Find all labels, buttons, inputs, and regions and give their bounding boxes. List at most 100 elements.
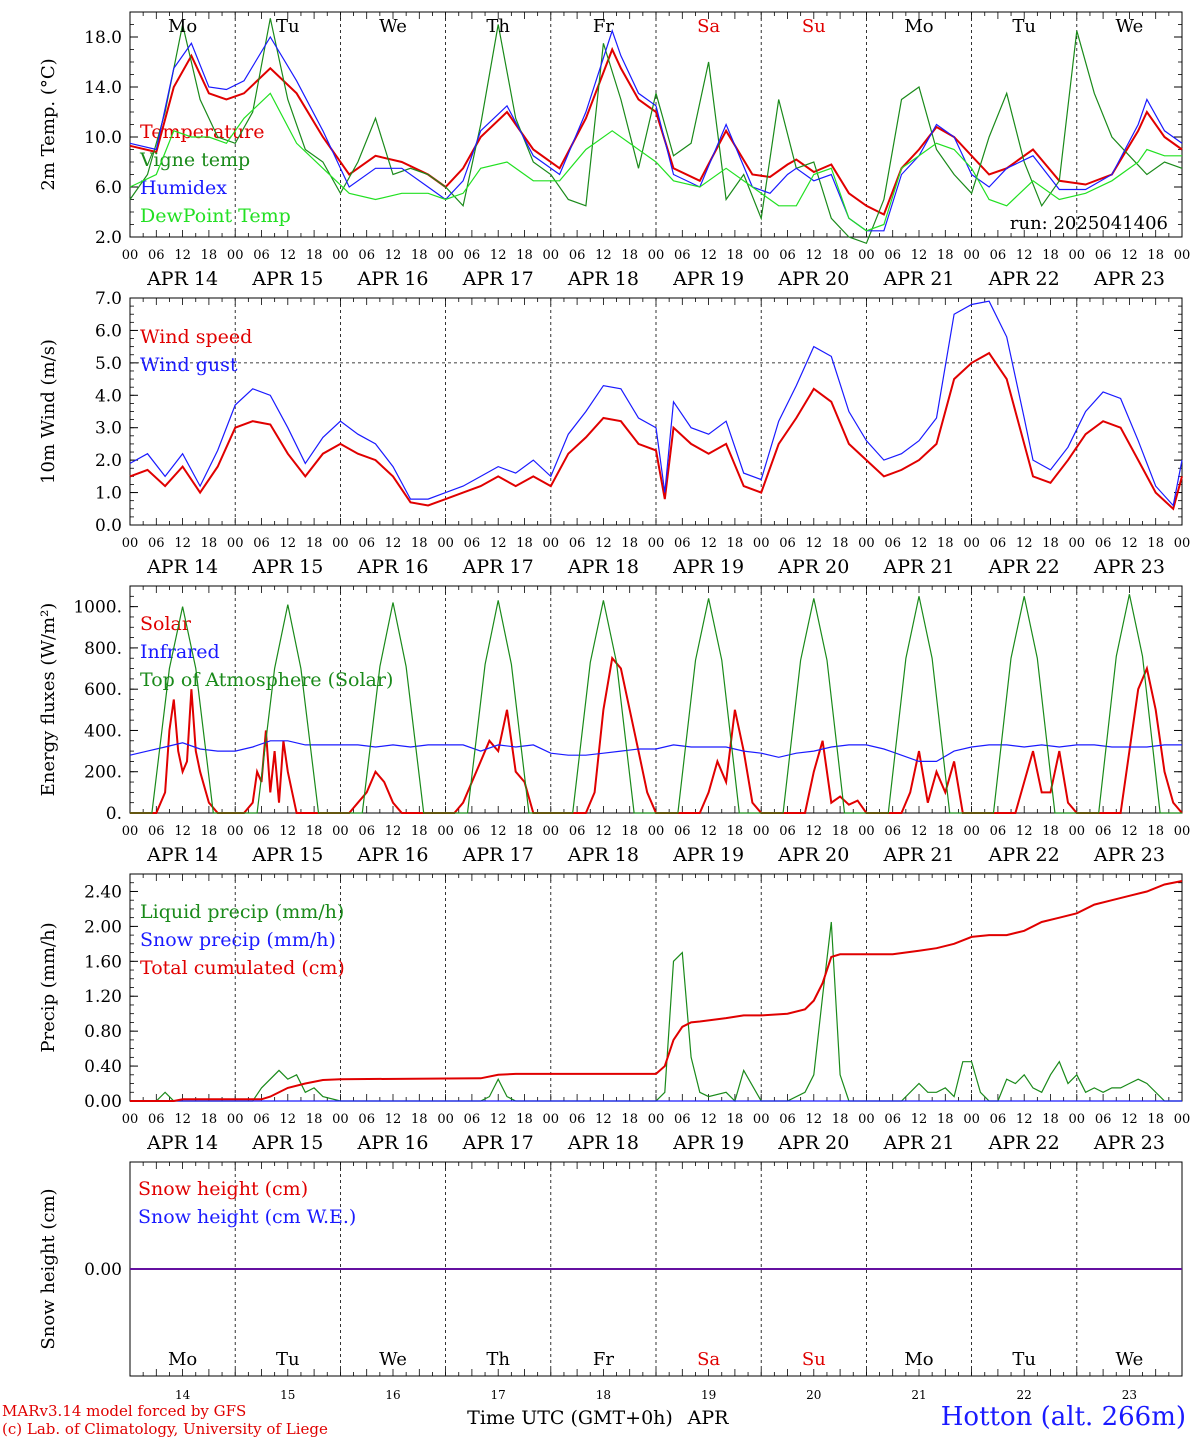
date-label: APR 16	[356, 556, 428, 578]
hour-tick-label: 18	[516, 824, 533, 839]
weekday-label-bottom: Su	[802, 1349, 826, 1370]
legend-entry: Total cumulated (cm)	[140, 957, 345, 979]
hour-tick-label: 12	[1016, 536, 1033, 551]
date-label: APR 23	[1093, 268, 1165, 290]
hour-tick-label: 00	[1069, 824, 1086, 839]
hour-tick-label: 00	[122, 824, 139, 839]
hour-tick-label: 12	[280, 824, 297, 839]
y-tick-label: 800.	[84, 639, 122, 659]
y-tick-label: 14.0	[84, 78, 122, 98]
hour-tick-label: 12	[1016, 824, 1033, 839]
hour-tick-label: 06	[990, 824, 1007, 839]
y-tick-label: 400.	[84, 721, 122, 741]
day-number-label: 22	[1017, 1388, 1032, 1402]
hour-tick-label: 12	[385, 824, 402, 839]
y-axis-label: 10m Wind (m/s)	[38, 339, 59, 484]
date-label: APR 23	[1093, 1132, 1165, 1154]
hour-tick-label: 00	[963, 1112, 980, 1127]
hour-tick-label: 12	[385, 248, 402, 263]
y-tick-label: 4.0	[95, 386, 122, 406]
hour-tick-label: 00	[963, 824, 980, 839]
hour-tick-label: 06	[148, 536, 165, 551]
hour-tick-label: 18	[727, 1112, 744, 1127]
day-number-label: 19	[701, 1388, 716, 1402]
hour-tick-label: 18	[621, 536, 638, 551]
day-number-label: 20	[806, 1388, 821, 1402]
weekday-label-top: Su	[802, 16, 826, 37]
hour-tick-label: 18	[516, 1112, 533, 1127]
hour-tick-label: 06	[569, 824, 586, 839]
hour-tick-label: 12	[911, 1112, 928, 1127]
y-tick-label: 1.0	[95, 484, 122, 504]
hour-tick-label: 12	[385, 536, 402, 551]
date-label: APR 19	[672, 268, 744, 290]
x-axis-title: Time UTC (GMT+0h)	[467, 1407, 673, 1429]
hour-tick-label: 06	[674, 824, 691, 839]
y-tick-label: 2.40	[84, 882, 122, 902]
hour-tick-label: 18	[516, 536, 533, 551]
hour-tick-label: 12	[911, 248, 928, 263]
hour-tick-label: 00	[963, 248, 980, 263]
date-label: APR 21	[882, 1132, 954, 1154]
hour-tick-label: 06	[1095, 824, 1112, 839]
date-label: APR 17	[462, 268, 534, 290]
hour-tick-label: 00	[543, 824, 560, 839]
hour-tick-label: 12	[911, 824, 928, 839]
hour-tick-label: 00	[332, 536, 349, 551]
hour-tick-label: 00	[1069, 1112, 1086, 1127]
hour-tick-label: 00	[1069, 248, 1086, 263]
hour-tick-label: 06	[884, 536, 901, 551]
date-label: APR 22	[988, 844, 1060, 866]
hour-tick-label: 12	[490, 824, 507, 839]
y-axis-label: Precip (mm/h)	[38, 922, 59, 1052]
date-label: APR 17	[462, 1132, 534, 1154]
hour-tick-label: 06	[990, 536, 1007, 551]
hour-tick-label: 18	[832, 248, 849, 263]
date-label: APR 14	[146, 556, 218, 578]
hour-tick-label: 06	[674, 1112, 691, 1127]
hour-tick-label: 06	[148, 1112, 165, 1127]
hour-tick-label: 00	[753, 248, 770, 263]
hour-tick-label: 06	[358, 1112, 375, 1127]
hour-tick-label: 12	[280, 1112, 297, 1127]
hour-tick-label: 06	[779, 824, 796, 839]
date-label: APR 15	[251, 844, 323, 866]
hour-tick-label: 12	[700, 824, 717, 839]
hour-tick-label: 12	[1121, 536, 1138, 551]
hour-tick-label: 06	[990, 1112, 1007, 1127]
hour-tick-label: 06	[674, 248, 691, 263]
hour-tick-label: 18	[411, 824, 428, 839]
hour-tick-label: 18	[1042, 536, 1059, 551]
day-number-label: 18	[596, 1388, 611, 1402]
hour-tick-label: 12	[174, 824, 191, 839]
series-line-solar	[130, 655, 1183, 814]
date-label: APR 18	[567, 556, 639, 578]
hour-tick-label: 18	[937, 536, 954, 551]
y-tick-label: 18.0	[84, 28, 122, 48]
weekday-label-top: Th	[486, 16, 510, 37]
hour-tick-label: 12	[700, 536, 717, 551]
hour-tick-label: 00	[1174, 1112, 1191, 1127]
hour-tick-label: 00	[332, 1112, 349, 1127]
hour-tick-label: 06	[358, 248, 375, 263]
hour-tick-label: 18	[1042, 824, 1059, 839]
hour-tick-label: 18	[832, 536, 849, 551]
hour-tick-label: 12	[174, 1112, 191, 1127]
hour-tick-label: 18	[201, 1112, 218, 1127]
hour-tick-label: 18	[306, 1112, 323, 1127]
hour-tick-label: 12	[1016, 1112, 1033, 1127]
hour-tick-label: 12	[806, 536, 823, 551]
hour-tick-label: 00	[963, 536, 980, 551]
y-tick-label: 10.0	[84, 128, 122, 148]
day-number-label: 16	[385, 1388, 400, 1402]
date-label: APR 20	[777, 1132, 849, 1154]
hour-tick-label: 12	[174, 248, 191, 263]
series-line-liquid-precip-mm-h-	[130, 921, 1182, 1103]
hour-tick-label: 06	[148, 824, 165, 839]
date-label: APR 18	[567, 844, 639, 866]
y-tick-label: 0.00	[84, 1260, 122, 1280]
date-label: APR 22	[988, 556, 1060, 578]
hour-tick-label: 06	[464, 248, 481, 263]
run-annotation: run: 2025041406	[1010, 213, 1168, 234]
hour-tick-label: 12	[174, 536, 191, 551]
